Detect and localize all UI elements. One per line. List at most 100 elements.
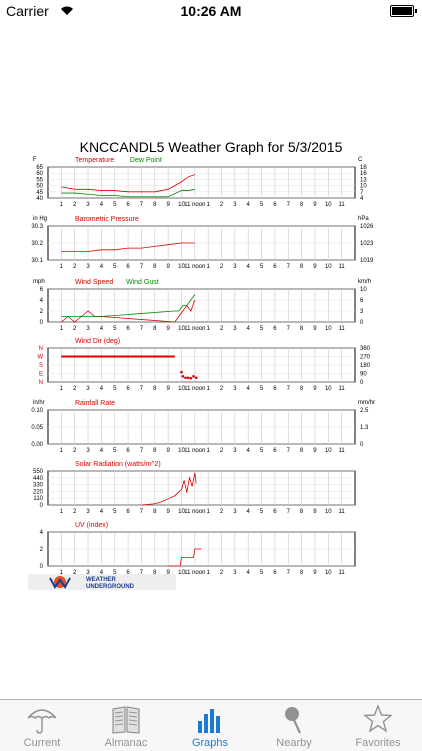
unit-left: mph <box>33 279 45 285</box>
x-tick-label: 2 <box>73 570 77 576</box>
x-tick-label: 4 <box>100 509 104 515</box>
x-tick-label: 6 <box>273 448 277 454</box>
y-tick-label-left: 330 <box>33 483 44 489</box>
graph-bars-icon <box>198 709 220 733</box>
series-label: UV (index) <box>75 522 108 529</box>
x-tick-label: 8 <box>153 326 157 332</box>
series-label: Temperature <box>75 157 114 164</box>
x-tick-label: 10 <box>325 386 332 392</box>
x-tick-label: 1 <box>60 448 64 454</box>
x-tick-label: 10 <box>325 326 332 332</box>
x-tick-label: 4 <box>100 326 104 332</box>
x-tick-label: 1 <box>207 570 211 576</box>
x-tick-label: 7 <box>140 386 144 392</box>
x-tick-label: 5 <box>113 448 117 454</box>
x-tick-label: 4 <box>247 264 251 270</box>
x-tick-label: 5 <box>113 386 117 392</box>
x-tick-label: 6 <box>273 570 277 576</box>
x-tick-label: 9 <box>166 386 170 392</box>
x-tick-label: 5 <box>113 326 117 332</box>
unit-right: C <box>358 157 363 163</box>
x-tick-label: 2 <box>220 570 224 576</box>
x-tick-label: 11 <box>339 448 346 454</box>
x-tick-label: 4 <box>247 570 251 576</box>
y-tick-label-right: 0 <box>360 442 364 448</box>
x-tick-label: 2 <box>220 264 224 270</box>
tab-graphs[interactable]: Graphs <box>168 700 252 751</box>
x-tick-label: 5 <box>260 386 264 392</box>
x-tick-label: 4 <box>100 448 104 454</box>
y-tick-label-right: 16 <box>360 171 367 177</box>
x-tick-label: 3 <box>233 326 237 332</box>
y-tick-label-left: 0.00 <box>31 442 43 448</box>
tab-almanac[interactable]: Almanac <box>84 700 168 751</box>
x-tick-label: 9 <box>313 202 317 208</box>
x-tick-label: 2 <box>220 202 224 208</box>
x-tick-label: 7 <box>140 326 144 332</box>
status-bar: Carrier 10:26 AM <box>0 0 422 22</box>
x-tick-label: 1 <box>207 509 211 515</box>
series-label: Wind Gust <box>126 279 159 286</box>
x-tick-label: 5 <box>260 202 264 208</box>
x-tick-label: 1 <box>207 448 211 454</box>
x-tick-label: 6 <box>126 386 130 392</box>
x-tick-label: 10 <box>325 509 332 515</box>
pin-icon <box>285 707 301 734</box>
x-tick-label: 3 <box>233 264 237 270</box>
x-tick-label: 6 <box>126 326 130 332</box>
tab-favorites[interactable]: Favorites <box>336 700 420 751</box>
y-tick-label-left: 440 <box>33 476 44 482</box>
y-tick-label-right: 4 <box>360 196 364 202</box>
y-tick-label-left: 6 <box>40 287 44 293</box>
x-tick-label: 4 <box>100 386 104 392</box>
x-tick-label: 7 <box>287 448 291 454</box>
tab-label: Current <box>23 737 61 749</box>
y-tick-label-right: 2.5 <box>360 408 369 414</box>
x-tick-label: 4 <box>100 570 104 576</box>
x-tick-label: 6 <box>126 448 130 454</box>
x-tick-label: 3 <box>233 202 237 208</box>
tab-nearby[interactable]: Nearby <box>252 700 336 751</box>
unit-right: hPa <box>358 216 369 222</box>
x-tick-label: 6 <box>273 386 277 392</box>
clock: 10:26 AM <box>180 3 242 19</box>
y-tick-label-left: W <box>37 355 43 361</box>
x-tick-label: 2 <box>73 326 77 332</box>
y-tick-label-left: 30.3 <box>31 224 43 230</box>
wifi-icon <box>61 6 73 15</box>
x-tick-label: 3 <box>233 570 237 576</box>
unit-right: mm/hr <box>358 400 375 406</box>
carrier-label: Carrier <box>6 3 49 19</box>
y-tick-label-right: 10 <box>360 287 367 293</box>
x-tick-label: 11 <box>339 570 346 576</box>
x-tick-label: 1 <box>60 386 64 392</box>
y-tick-label-right: 0 <box>360 320 364 326</box>
x-tick-label: 10 <box>178 509 185 515</box>
y-tick-label-left: E <box>39 372 43 378</box>
x-tick-label: 7 <box>287 326 291 332</box>
data-point <box>189 376 193 380</box>
tab-label: Favorites <box>355 737 401 749</box>
y-tick-label-left: 60 <box>36 171 43 177</box>
tab-current[interactable]: Current <box>0 700 84 751</box>
x-tick-label: 9 <box>313 448 317 454</box>
x-tick-label: 4 <box>247 448 251 454</box>
series-label: Wind Speed <box>75 279 113 286</box>
x-tick-label: 5 <box>260 448 264 454</box>
x-tick-label: 11 noon <box>184 202 205 208</box>
data-point <box>192 375 195 378</box>
x-tick-label: 1 <box>60 202 64 208</box>
x-tick-label: 4 <box>247 509 251 515</box>
y-tick-label-left: 0 <box>40 503 44 509</box>
series-label: Rainfall Rate <box>75 400 115 407</box>
x-tick-label: 10 <box>178 386 185 392</box>
x-tick-label: 9 <box>166 570 170 576</box>
x-tick-label: 11 noon <box>184 386 205 392</box>
y-tick-label-left: 0.10 <box>31 408 43 414</box>
series-label: Barometric Pressure <box>75 216 139 223</box>
y-tick-label-right: 1019 <box>360 258 374 264</box>
x-tick-label: 7 <box>287 570 291 576</box>
x-tick-label: 5 <box>260 264 264 270</box>
series-line <box>61 174 195 193</box>
weather-graph: KNCCANDL5 Weather Graph for 5/3/2015 1 2 3 4… <box>0 22 422 698</box>
